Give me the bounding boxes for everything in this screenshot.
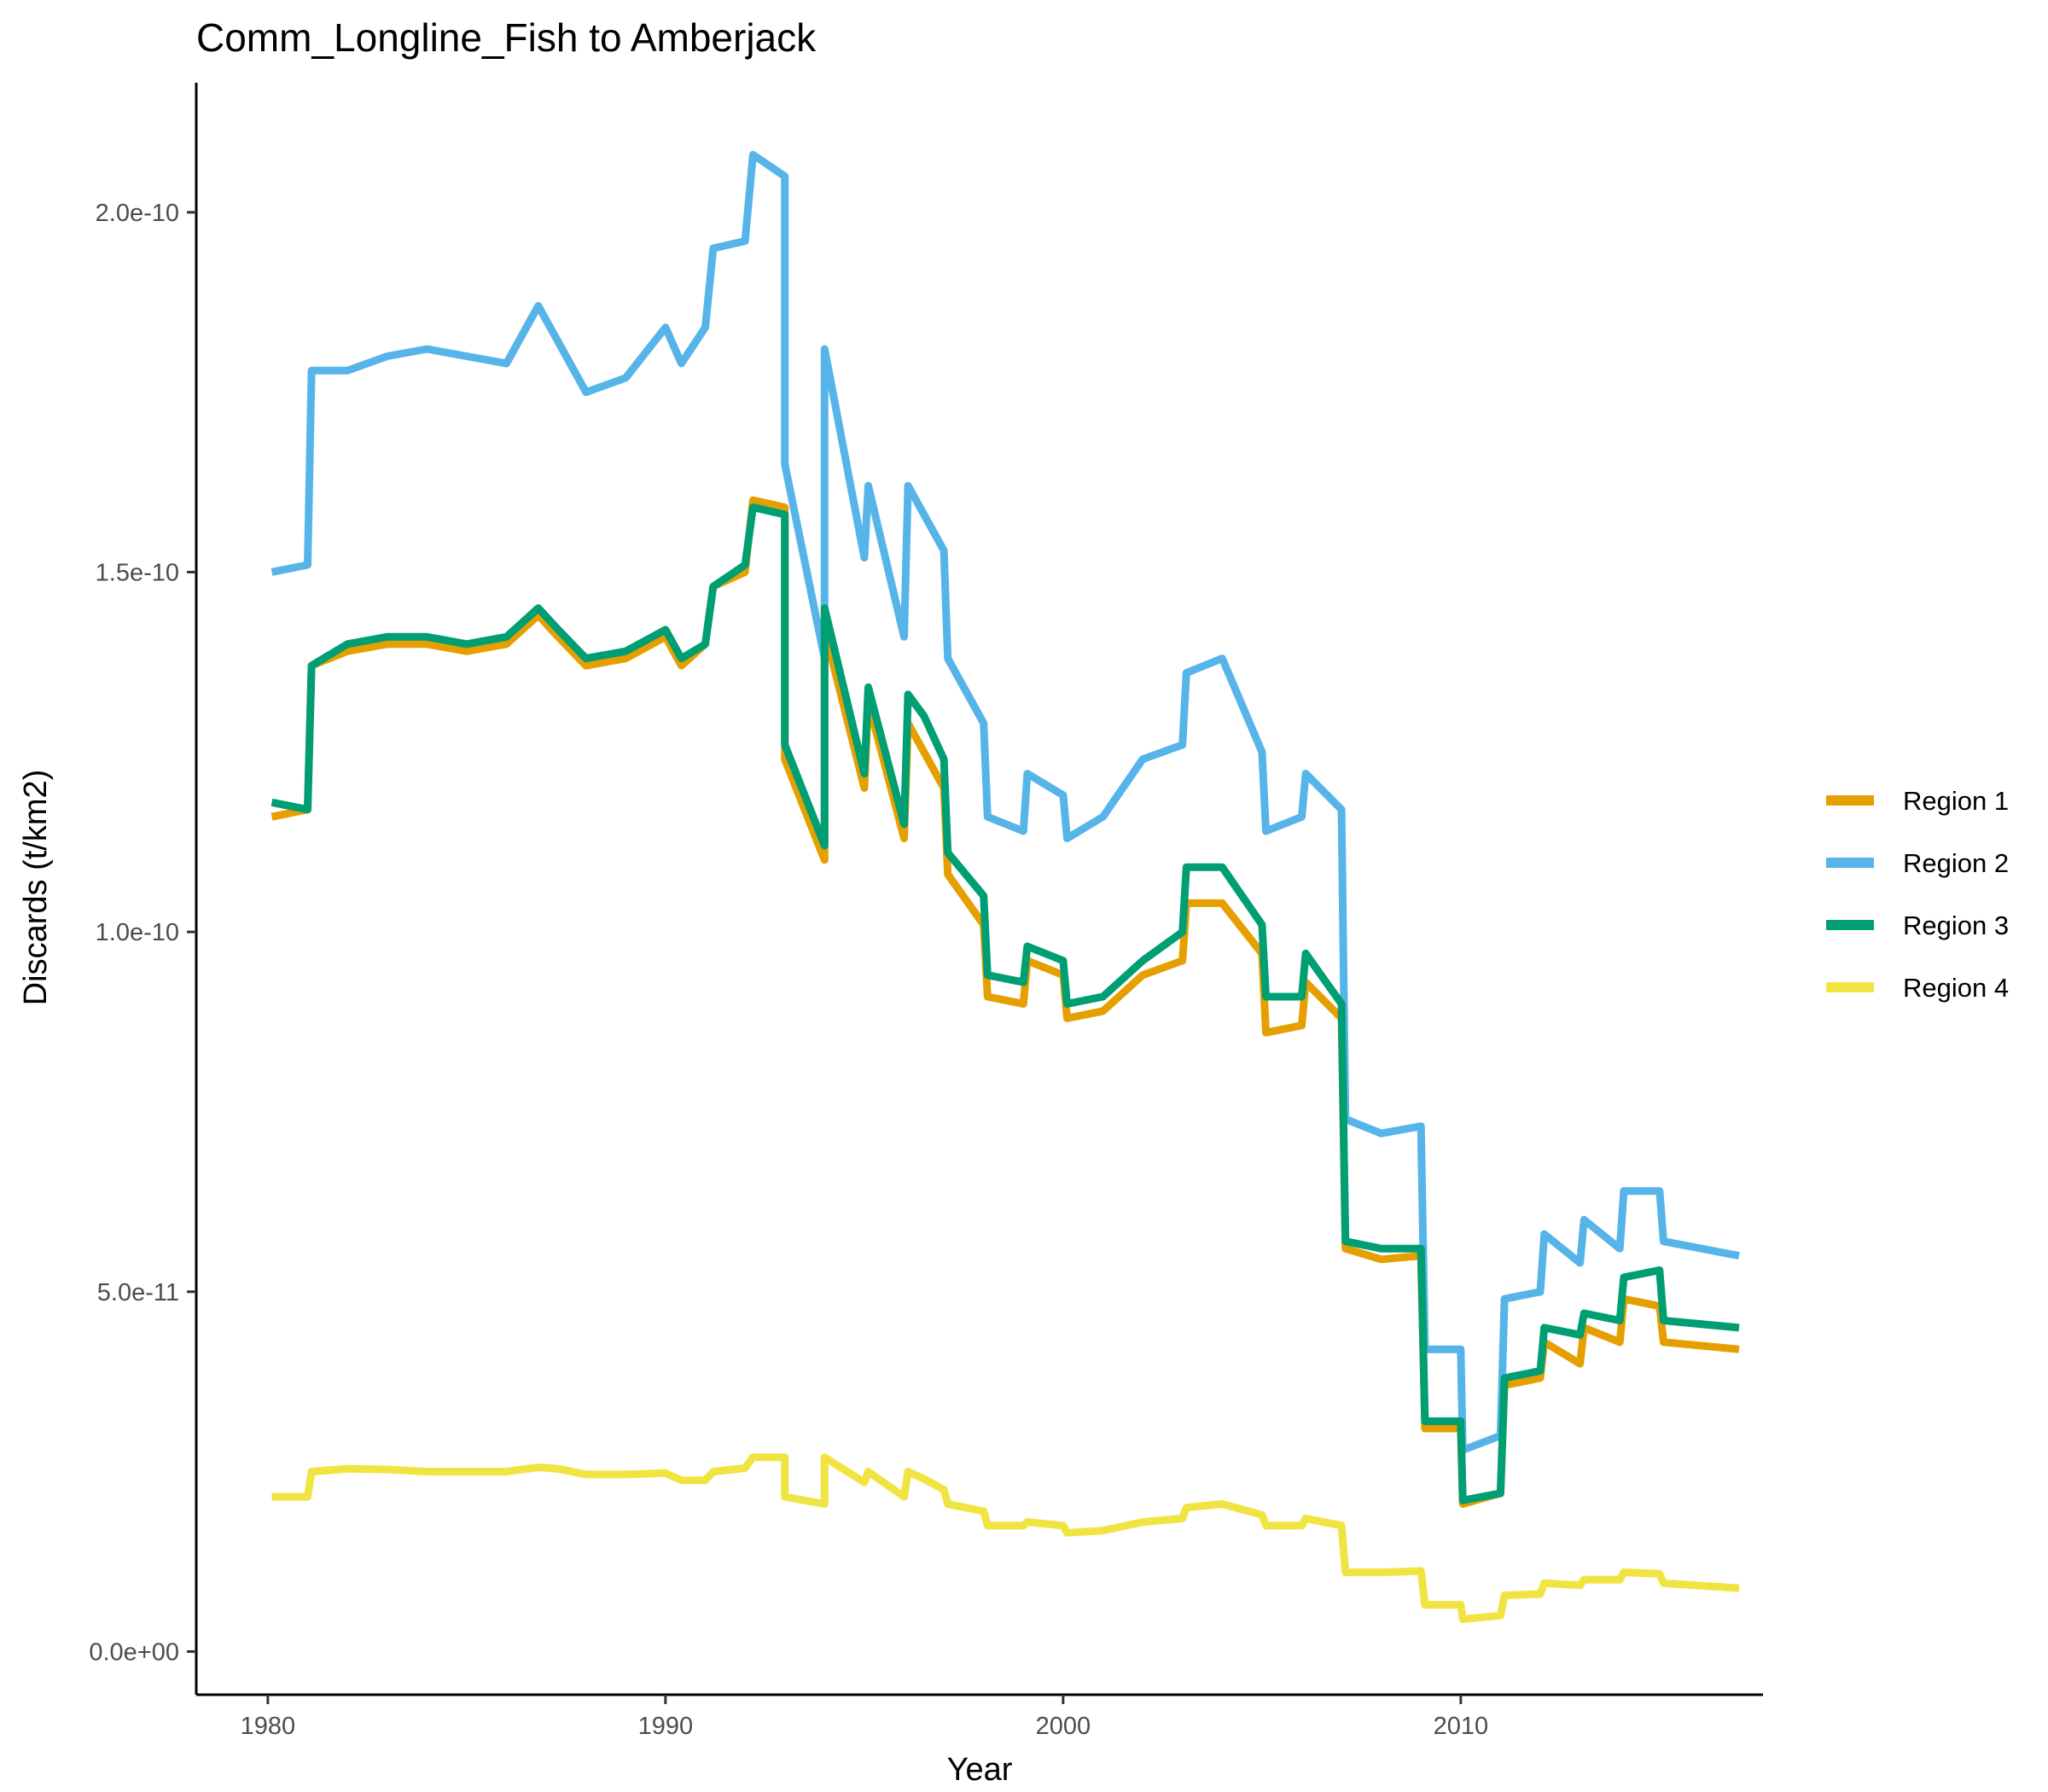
x-tick-label: 2010 bbox=[1434, 1713, 1489, 1740]
x-tick-label: 1980 bbox=[241, 1713, 296, 1740]
y-tick-label: 1.5e-10 bbox=[96, 559, 179, 586]
legend-label-region-3: Region 3 bbox=[1903, 911, 2009, 940]
x-tick-label: 2000 bbox=[1036, 1713, 1091, 1740]
y-tick-label: 1.0e-10 bbox=[96, 919, 179, 946]
legend-label-region-2: Region 2 bbox=[1903, 848, 2009, 878]
y-tick-label: 0.0e+00 bbox=[89, 1638, 179, 1666]
y-axis-title: Discards (t/km2) bbox=[18, 770, 54, 1006]
legend-label-region-4: Region 4 bbox=[1903, 973, 2009, 1003]
x-axis-ticks: 1980 1990 2000 2010 bbox=[241, 1695, 1488, 1740]
x-axis-title: Year bbox=[947, 1752, 1013, 1788]
x-tick-label: 1990 bbox=[638, 1713, 694, 1740]
y-tick-label: 5.0e-11 bbox=[97, 1279, 179, 1306]
series-line-region-4 bbox=[271, 1453, 1740, 1623]
series-layer bbox=[271, 150, 1740, 1623]
legend-label-region-1: Region 1 bbox=[1903, 786, 2009, 816]
series-line-region-3 bbox=[271, 503, 1740, 1504]
legend: Region 1 Region 2 Region 3 Region 4 bbox=[1826, 786, 2009, 1003]
chart-title: Comm_Longline_Fish to Amberjack bbox=[196, 15, 817, 60]
series-line-region-1 bbox=[271, 496, 1740, 1508]
series-line-region-2 bbox=[271, 150, 1740, 1454]
y-tick-label: 2.0e-10 bbox=[96, 200, 179, 227]
y-axis-ticks: 0.0e+00 5.0e-11 1.0e-10 1.5e-10 2.0e-10 bbox=[89, 200, 196, 1666]
